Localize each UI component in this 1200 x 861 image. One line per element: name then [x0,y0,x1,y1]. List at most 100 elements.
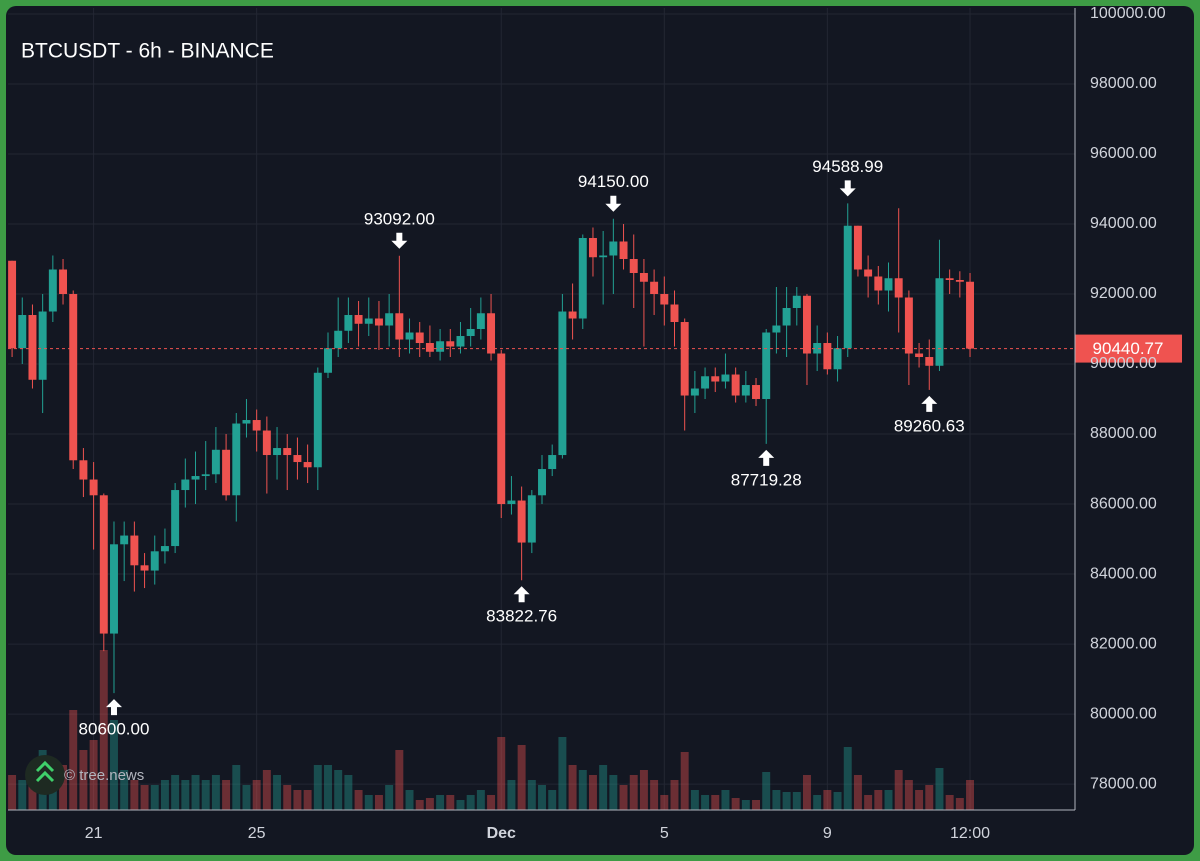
volume-bar [8,775,17,810]
volume-bar [823,790,832,810]
candle-body [8,260,17,349]
candle-body [79,460,88,480]
candle-body [527,495,536,543]
volume-bar [191,775,200,810]
volume-bar [344,775,353,810]
volume-bar [741,800,750,810]
volume-bar [599,765,608,810]
volume-bar [538,785,546,810]
volume-bar [803,775,811,810]
candle-body [966,281,975,349]
candle-body [354,315,363,324]
volume-bar [843,747,852,810]
volume-bar [324,765,332,810]
candle-body [792,295,801,309]
overlay: 90440.77 80600.00 93092.00 83822.76 94150.00… [8,157,1182,739]
volume-bar [660,795,669,810]
volume-bar [456,800,465,810]
candle-body [853,225,862,270]
y-tick-label: 88000.00 [1090,425,1157,442]
volume-bar [680,752,689,810]
volume-bar [721,790,730,810]
volume-bar [578,770,587,810]
candle-body [833,348,842,370]
candle-body [904,297,913,354]
volume-bar [650,780,659,810]
candle-body [211,449,220,475]
y-tick-label: 84000.00 [1090,565,1157,582]
volume-bar [130,780,139,810]
volume-bar [262,770,271,810]
candle-body [497,353,506,505]
candle-body [425,343,434,352]
annotation-arrow [605,195,622,212]
volume-bar [446,795,455,810]
volume-bar [507,780,516,810]
volume-bar [894,770,903,810]
candle-body [772,325,781,333]
volume-bar [711,795,720,810]
watermark-text: © tree.news [64,767,144,784]
volume-bar [864,795,873,810]
volume-bar [364,795,373,810]
candle-body [466,329,475,337]
x-tick-label: 21 [85,825,103,842]
watermark: © tree.news [25,755,144,795]
candle-body [935,278,944,366]
candle-body [701,376,710,389]
volume-bar [79,750,88,810]
volume-bar [558,737,567,810]
chart-title: BTCUSDT - 6h - BINANCE [21,40,274,63]
candle-body [252,420,261,431]
volume-bar [89,740,98,810]
candle-body [487,313,496,354]
volume-bar [884,790,893,810]
x-tick-label: 25 [248,825,266,842]
candle-body [578,237,587,319]
volume-bar [140,785,149,810]
candle-body [741,385,750,396]
candle-body [385,313,394,326]
candle-body [568,311,577,319]
volume-bar [59,765,68,810]
candle-body [191,476,200,480]
candle-body [130,535,139,566]
volume-bar [252,780,261,810]
candle-body [803,295,811,354]
candle-body [588,237,597,258]
volume-bar [629,775,638,810]
candle-body [181,479,190,491]
candle-body [660,294,669,305]
candle-body [395,313,404,340]
candle-body [925,357,934,366]
candle-body [48,269,57,312]
annotation-arrow [839,180,856,197]
candle-body [639,272,648,282]
y-tick-label: 98000.00 [1090,75,1157,92]
volume-bar [497,737,506,810]
candle-body [619,241,628,259]
y-tick-label: 100000.00 [1090,5,1166,22]
candle-body [762,332,771,400]
volume-bar [466,795,475,810]
candle-body [752,385,760,400]
candle-body [650,281,659,295]
y-tick-label: 82000.00 [1090,635,1157,652]
last-price-box [1075,334,1182,363]
candle-body [548,455,557,470]
candle-body [955,280,964,282]
volume-bar [201,780,210,810]
candle-body [721,374,730,382]
volume-bar [395,750,404,810]
volume-bar [792,792,801,810]
candle-body [711,376,720,382]
annotation-label: 94150.00 [578,172,649,191]
candle-body [334,330,343,349]
volume-bar [425,798,434,810]
last-price-label: 90440.77 [1093,339,1164,358]
candle-body [374,318,383,326]
volume-bar [588,775,597,810]
volume-bar [18,780,27,810]
volume-bar [772,790,781,810]
